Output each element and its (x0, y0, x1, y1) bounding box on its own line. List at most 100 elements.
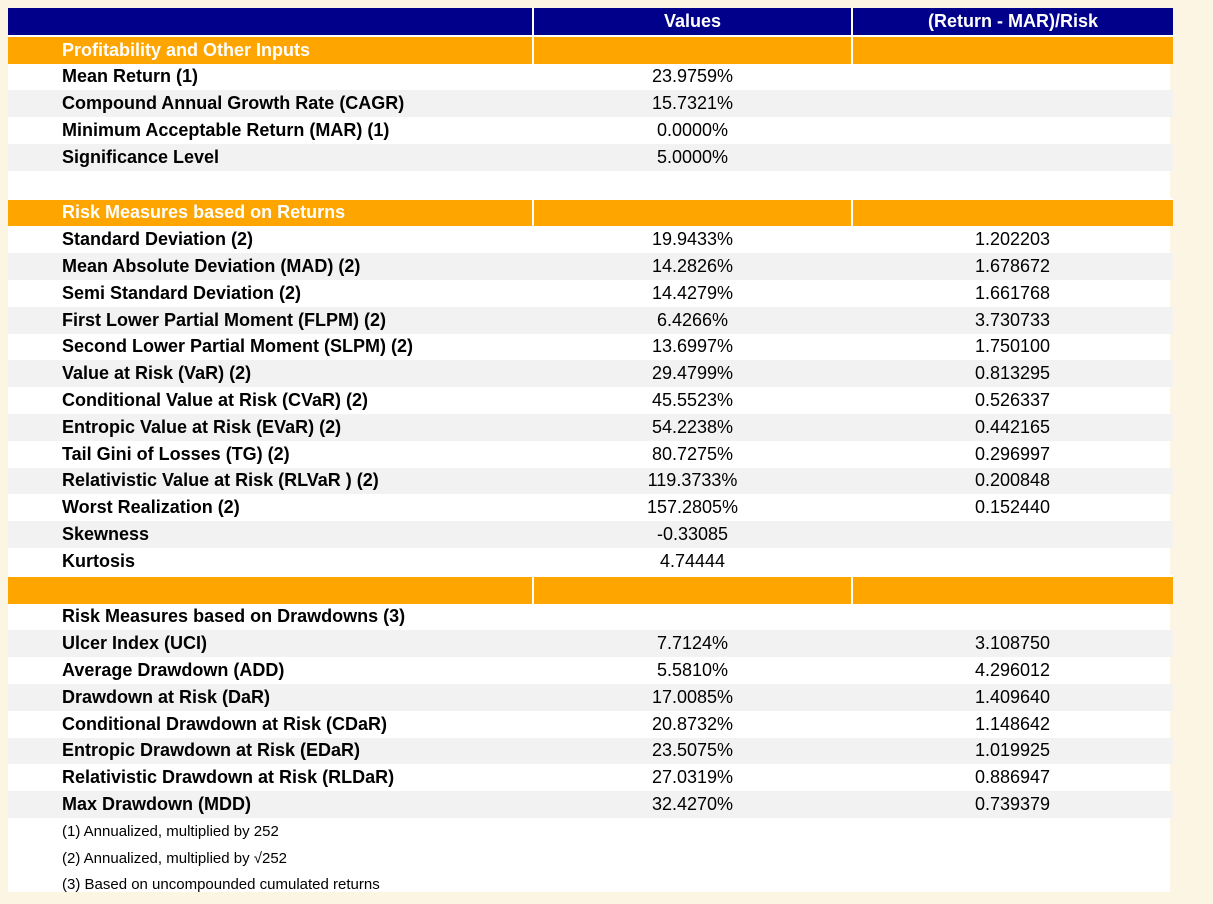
table-cell: Average Drawdown (ADD) (62, 660, 285, 681)
table-cell: Max Drawdown (MDD) (8, 791, 533, 818)
table-cell: Entropic Value at Risk (EVaR) (2) (8, 413, 533, 441)
table-cell (851, 197, 1173, 227)
table-row: Value at Risk (VaR) (2) 29.4799% 0.813295 (8, 360, 1173, 388)
header-cell: Values (532, 8, 852, 36)
table-row: Entropic Drawdown at Risk (EDaR) 23.5075%… (8, 737, 1173, 765)
table-cell: 5.5810% (656, 660, 729, 681)
table-cell: Risk Measures based on Drawdowns (3) (62, 606, 406, 627)
table-cell: 1.750100 (974, 336, 1051, 357)
table-cell: Relativistic Value at Risk (RLVaR ) (2) (8, 467, 533, 495)
table-row: Worst Realization (2) 157.2805% 0.152440 (8, 494, 1173, 521)
table-row (8, 574, 1173, 604)
table-row: Max Drawdown (MDD) 32.4270% 0.739379 (8, 791, 1173, 818)
table-cell: 23.9759% (651, 66, 734, 87)
table-row: (3) Based on uncompounded cumulated retu… (8, 872, 1173, 899)
table-row: Second Lower Partial Moment (SLPM) (2) 13… (8, 334, 1173, 361)
table-row: Risk Measures based on Drawdowns (3) (8, 604, 1173, 631)
table-cell: 0.200848 (852, 467, 1173, 495)
table-cell: 29.4799% (533, 360, 852, 388)
table-cell: 54.2238% (533, 413, 852, 441)
table-cell: 13.6997% (651, 336, 734, 357)
table-cell: Significance Level (8, 143, 533, 171)
table-cell: 27.0319% (651, 767, 734, 788)
table-cell: 0.813295 (852, 360, 1173, 388)
table-row: (1) Annualized, multiplied by 252 (8, 818, 1173, 845)
table-cell: Conditional Drawdown at Risk (CDaR) (62, 713, 388, 734)
table-cell: (1) Annualized, multiplied by 252 (62, 822, 279, 840)
table-cell: Skewness (8, 521, 533, 548)
table-cell (533, 604, 852, 631)
table-cell: 1.678672 (852, 253, 1173, 280)
table-cell (852, 171, 1173, 199)
table-cell: 1.202203 (974, 229, 1051, 250)
table-cell (852, 143, 1173, 171)
table-cell: Standard Deviation (2) (62, 229, 254, 250)
table-cell: 0.442165 (852, 413, 1173, 441)
table-cell (532, 574, 852, 604)
table-cell: Entropic Drawdown at Risk (EDaR) (8, 737, 533, 765)
table-cell: 32.4270% (533, 791, 852, 818)
table-row: Conditional Value at Risk (CVaR) (2) 45.5… (8, 387, 1173, 414)
table-cell: 1.019925 (852, 737, 1173, 765)
table-row: Average Drawdown (ADD) 5.5810% 4.296012 (8, 657, 1173, 684)
table-cell: 0.739379 (852, 791, 1173, 818)
table-cell (8, 171, 533, 199)
table-cell (533, 845, 852, 872)
table-cell: Mean Absolute Deviation (MAD) (2) (8, 253, 533, 280)
table-row (8, 171, 1173, 199)
table-cell: Semi Standard Deviation (2) (62, 282, 302, 303)
table-cell: 15.7321% (533, 90, 852, 118)
table-row: Relativistic Drawdown at Risk (RLDaR) 27.… (8, 764, 1173, 791)
table-row: (2) Annualized, multiplied by √252 (8, 845, 1173, 872)
table-cell: 0.0000% (656, 120, 729, 141)
table-cell: 7.7124% (533, 630, 852, 658)
table-cell: 6.4266% (533, 306, 852, 334)
table-cell (852, 90, 1173, 118)
table-cell: 80.7275% (651, 443, 734, 464)
table-cell: Second Lower Partial Moment (SLPM) (2) (62, 336, 414, 357)
table-cell: Profitability and Other Inputs (8, 34, 533, 64)
table-cell: 1.409640 (852, 683, 1173, 711)
table-row: Drawdown at Risk (DaR) 17.0085% 1.409640 (8, 683, 1173, 711)
report-table: Values (Return - MAR)/Risk Profitability… (8, 8, 1173, 893)
table-cell (533, 872, 852, 899)
table-cell: Risk Measures based on Returns (8, 197, 533, 227)
table-cell (852, 872, 1173, 899)
table-cell: 1.661768 (974, 282, 1051, 303)
table-cell (852, 845, 1173, 872)
table-row: First Lower Partial Moment (FLPM) (2) 6.4… (8, 306, 1173, 334)
table-cell: 14.4279% (651, 282, 734, 303)
table-cell (8, 574, 533, 604)
header-cell: (Return - MAR)/Risk (851, 8, 1173, 36)
table-cell (851, 574, 1173, 604)
table-cell (852, 604, 1173, 631)
table-row: Semi Standard Deviation (2) 14.4279% 1.661… (8, 280, 1173, 307)
table-cell: -0.33085 (533, 521, 852, 548)
table-cell: 3.108750 (852, 630, 1173, 658)
table-cell: Kurtosis (62, 550, 136, 571)
table-cell: Minimum Acceptable Return (MAR) (1) (62, 120, 390, 141)
table-cell (852, 64, 1173, 91)
table-row: Mean Return (1) 23.9759% (8, 64, 1173, 91)
table-cell: 17.0085% (533, 683, 852, 711)
table-row: Profitability and Other Inputs (8, 34, 1173, 64)
table-cell: 0.526337 (974, 390, 1051, 411)
table-cell: Tail Gini of Losses (TG) (2) (62, 443, 290, 464)
table-cell (533, 818, 852, 845)
table-cell: Ulcer Index (UCI) (8, 630, 533, 658)
table-cell: Relativistic Drawdown at Risk (RLDaR) (62, 767, 395, 788)
table-cell (852, 548, 1173, 576)
table-cell: 20.8732% (651, 713, 734, 734)
table-cell (533, 171, 852, 199)
table-row: Conditional Drawdown at Risk (CDaR) 20.87… (8, 711, 1173, 738)
table-cell (532, 197, 852, 227)
table-row: Relativistic Value at Risk (RLVaR ) (2) 1… (8, 467, 1173, 495)
table-cell (852, 818, 1173, 845)
table-cell: 0.152440 (974, 497, 1051, 518)
table-row: Risk Measures based on Returns (8, 197, 1173, 227)
table-row: Kurtosis 4.74444 (8, 548, 1173, 576)
table-cell: 5.0000% (533, 143, 852, 171)
table-cell: 0.296997 (974, 443, 1051, 464)
table-cell: (2) Annualized, multiplied by √252 (62, 849, 288, 867)
table-row: Compound Annual Growth Rate (CAGR) 15.732… (8, 90, 1173, 118)
